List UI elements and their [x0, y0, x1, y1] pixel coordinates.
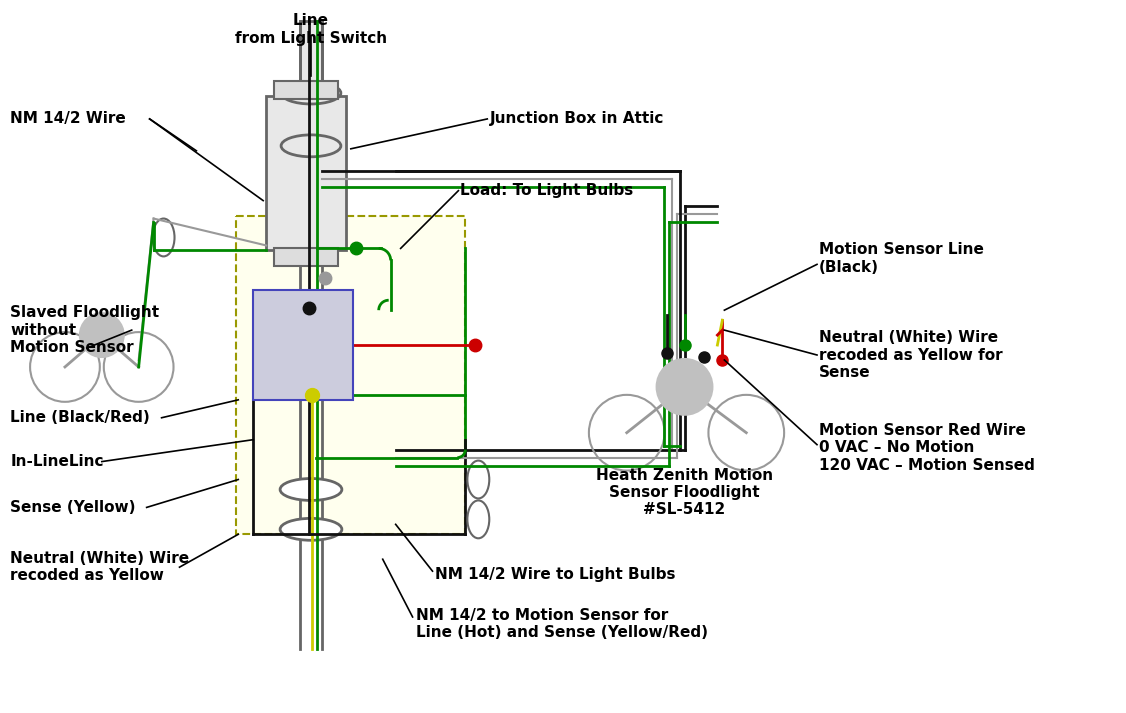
Bar — [236, 215, 465, 534]
Text: Sense (Yellow): Sense (Yellow) — [10, 500, 135, 515]
Text: Heath Zenith Motion
Sensor Floodlight
#SL-5412: Heath Zenith Motion Sensor Floodlight #S… — [596, 468, 774, 518]
Text: In-LineLinc: In-LineLinc — [10, 454, 104, 469]
Bar — [266, 96, 346, 250]
Ellipse shape — [282, 135, 341, 157]
Text: Line (Black/Red): Line (Black/Red) — [10, 410, 150, 425]
Text: Motion Sensor Line
(Black): Motion Sensor Line (Black) — [819, 242, 984, 275]
Ellipse shape — [280, 518, 342, 540]
Text: Junction Box in Attic: Junction Box in Attic — [490, 111, 664, 126]
Circle shape — [80, 313, 124, 357]
Bar — [300, 21, 322, 101]
Text: Motion Sensor Red Wire
0 VAC – No Motion
120 VAC – Motion Sensed: Motion Sensor Red Wire 0 VAC – No Motion… — [819, 423, 1035, 473]
Circle shape — [656, 359, 713, 415]
Ellipse shape — [153, 219, 175, 257]
Ellipse shape — [280, 478, 342, 501]
Text: Slaved Floodlight
without
Motion Sensor: Slaved Floodlight without Motion Sensor — [10, 305, 159, 355]
Ellipse shape — [467, 501, 490, 538]
Bar — [274, 248, 338, 267]
Ellipse shape — [467, 461, 490, 498]
Text: Neutral (White) Wire
recoded as Yellow for
Sense: Neutral (White) Wire recoded as Yellow f… — [819, 330, 1002, 380]
Text: NM 14/2 Wire: NM 14/2 Wire — [10, 111, 126, 126]
Text: NM 14/2 Wire to Light Bulbs: NM 14/2 Wire to Light Bulbs — [436, 567, 676, 582]
Bar — [274, 81, 338, 99]
Text: Load: To Light Bulbs: Load: To Light Bulbs — [461, 183, 634, 198]
Text: Neutral (White) Wire
recoded as Yellow: Neutral (White) Wire recoded as Yellow — [10, 551, 189, 583]
Ellipse shape — [282, 82, 341, 104]
Text: NM 14/2 to Motion Sensor for
Line (Hot) and Sense (Yellow/Red): NM 14/2 to Motion Sensor for Line (Hot) … — [415, 607, 707, 640]
Text: Line
from Light Switch: Line from Light Switch — [235, 14, 387, 46]
Bar — [253, 290, 352, 400]
